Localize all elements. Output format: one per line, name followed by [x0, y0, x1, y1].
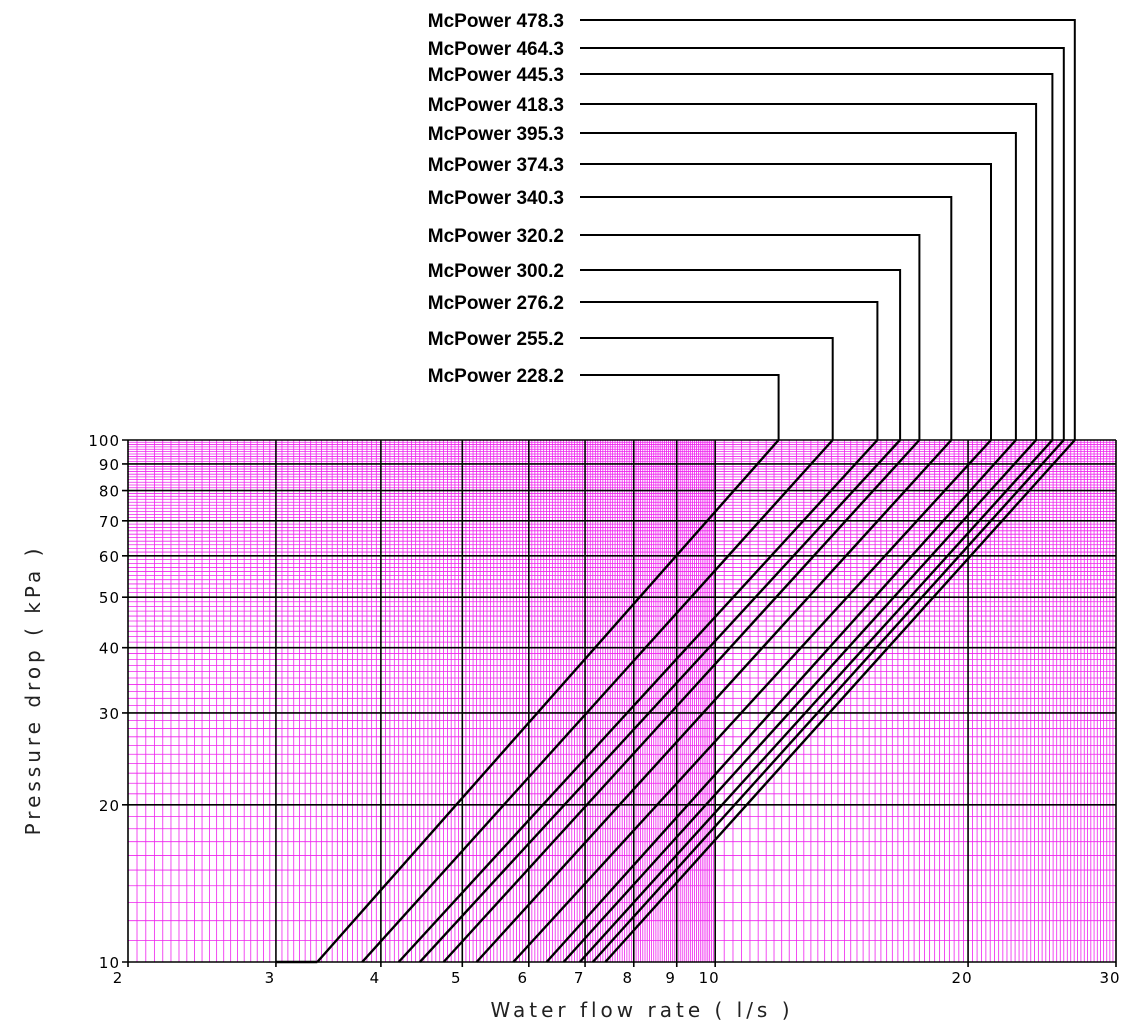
series-leader-line: [580, 132, 1017, 440]
y-tick-label: 40: [99, 640, 120, 658]
series-line: [397, 439, 879, 963]
series-label: McPower 276.2: [428, 293, 564, 314]
series-lines: [275, 439, 1076, 964]
series-leader-line: [580, 196, 953, 440]
series-leader-line: [580, 73, 1054, 440]
series-leader-line: [580, 374, 780, 440]
series-leader-line: [580, 47, 1065, 440]
series-line: [361, 439, 834, 963]
x-axis-title: Water flow rate ( l/s ): [490, 998, 793, 1022]
x-tick-label: 4: [370, 969, 381, 987]
y-tick-label: 60: [99, 548, 120, 566]
major-grid: [122, 439, 1117, 967]
series-line: [442, 439, 921, 963]
x-tick-label: 9: [665, 969, 676, 987]
y-tick-label: 80: [99, 483, 120, 501]
series-label: McPower 255.2: [428, 329, 564, 350]
x-tick-label: 8: [623, 969, 634, 987]
x-tick-label: 2: [113, 969, 124, 987]
series-labels: McPower 228.2 McPower 255.2 McPower 276.2 M…: [428, 11, 564, 387]
series-leader-line: [580, 269, 902, 440]
x-tick-label: 7: [574, 969, 585, 987]
series-label: McPower 418.3: [428, 95, 564, 116]
series-line: [316, 439, 780, 963]
x-tick-label: 20: [952, 969, 973, 987]
series-leader-lines: [580, 19, 1076, 440]
series-label: McPower 300.2: [428, 261, 564, 282]
y-tick-label: 10: [99, 954, 120, 972]
series-label: McPower 320.2: [428, 226, 564, 247]
x-tick-label: 30: [1099, 969, 1120, 987]
y-tick-label: 90: [99, 456, 120, 474]
series-line: [591, 439, 1065, 963]
x-axis-tick-labels: 2 3 4 5 6 7 8 9 10 20 30: [113, 969, 1120, 987]
series-leader-line: [580, 103, 1038, 440]
series-label: McPower 340.3: [428, 188, 564, 209]
y-tick-label: 70: [99, 513, 120, 531]
x-tick-label: 5: [451, 969, 462, 987]
y-axis-tick-labels: 10 20 30 40 50 60 70 80 90 100: [88, 432, 120, 972]
y-tick-label: 50: [99, 589, 120, 607]
series-line: [604, 439, 1076, 963]
series-line: [562, 439, 1037, 963]
series-leader-line: [580, 234, 921, 440]
y-tick-label: 20: [99, 797, 120, 815]
x-tick-label: 6: [518, 969, 529, 987]
series-label: McPower 464.3: [428, 39, 564, 60]
series-label: McPower 478.3: [428, 11, 564, 32]
series-leader-line: [580, 163, 992, 440]
series-label: McPower 374.3: [428, 155, 564, 176]
series-line: [475, 439, 953, 963]
x-tick-label: 10: [699, 969, 720, 987]
series-line: [512, 439, 992, 963]
series-line: [418, 439, 901, 963]
series-leader-line: [580, 301, 879, 440]
x-tick-label: 3: [265, 969, 276, 987]
series-line: [578, 439, 1054, 963]
y-tick-label: 30: [99, 705, 120, 723]
series-label: McPower 228.2: [428, 366, 564, 387]
series-leader-line: [580, 19, 1076, 440]
series-leader-line: [580, 337, 834, 440]
y-axis-title: Pressure drop ( kPa ): [21, 545, 45, 836]
series-label: McPower 445.3: [428, 65, 564, 86]
series-line: [545, 439, 1017, 963]
series-label: McPower 395.3: [428, 124, 564, 145]
y-tick-label: 100: [88, 432, 120, 450]
